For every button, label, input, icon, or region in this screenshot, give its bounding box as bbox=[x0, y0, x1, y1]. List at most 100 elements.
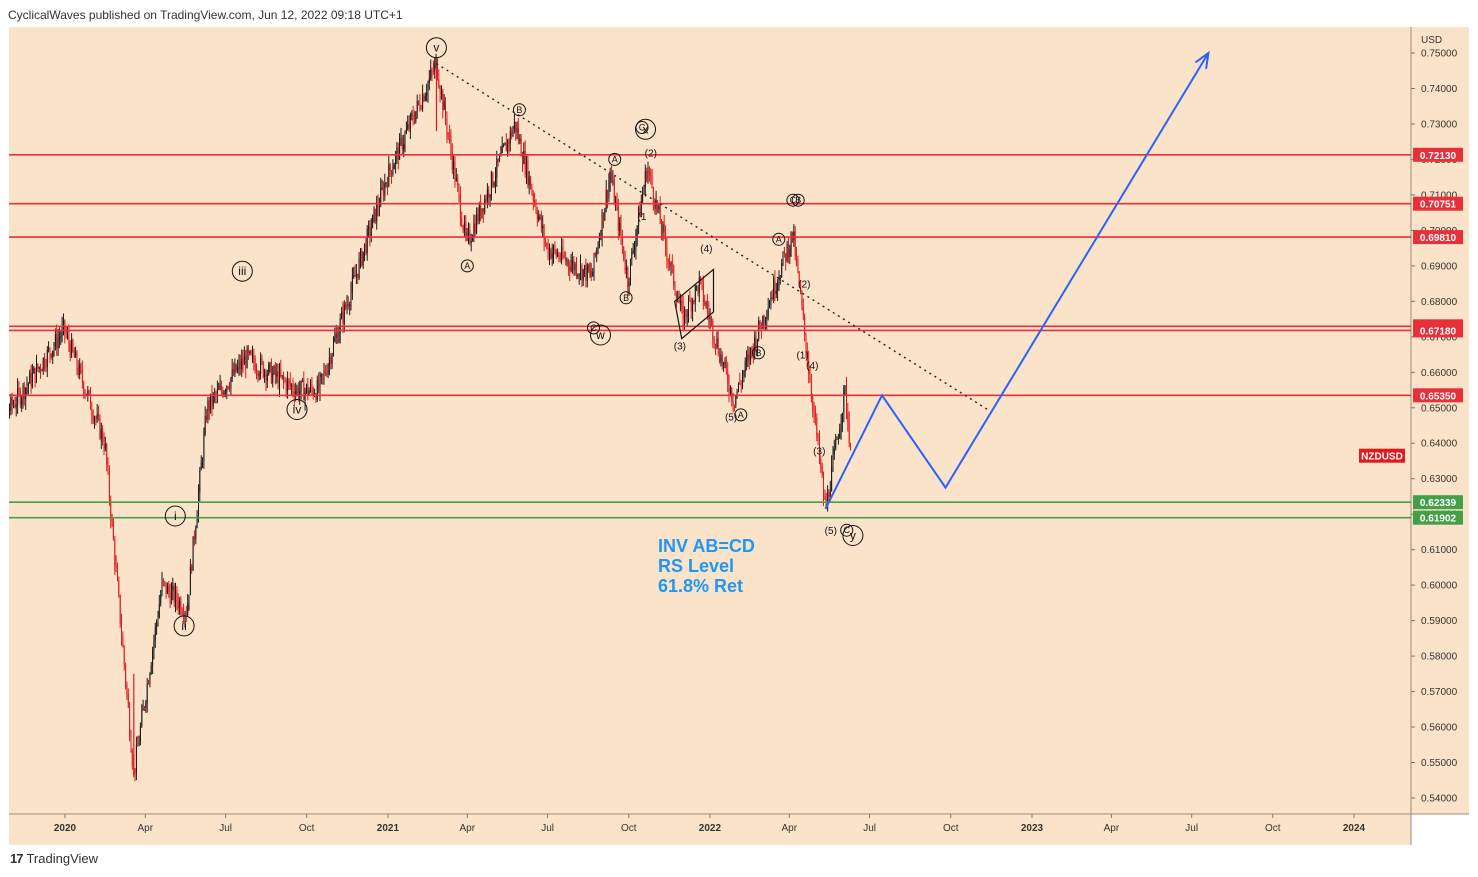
price-level-label: 0.65350 bbox=[1420, 391, 1457, 402]
candle-body bbox=[127, 693, 129, 707]
candle-body bbox=[141, 710, 143, 727]
candle-body bbox=[211, 393, 213, 406]
candle-body bbox=[195, 528, 197, 540]
candle-body bbox=[233, 369, 235, 375]
candle-body bbox=[493, 183, 495, 186]
candle-body bbox=[416, 100, 418, 112]
candle-body bbox=[847, 413, 849, 422]
candle-body bbox=[153, 640, 155, 651]
candle-body bbox=[129, 707, 131, 737]
candle-body bbox=[370, 228, 372, 237]
candle-body bbox=[46, 349, 48, 368]
candle-body bbox=[832, 454, 834, 466]
candle-body bbox=[342, 311, 344, 324]
candle-body bbox=[608, 181, 610, 199]
wave-circle bbox=[635, 118, 656, 140]
candle-body bbox=[752, 348, 754, 355]
candle-body bbox=[820, 459, 822, 468]
candle-body bbox=[241, 359, 243, 370]
candle-body bbox=[295, 391, 297, 397]
candle-body bbox=[631, 251, 633, 259]
candle-body bbox=[790, 231, 792, 249]
wave-circle bbox=[635, 121, 649, 134]
candle-body bbox=[119, 595, 121, 625]
wave-label: C bbox=[639, 123, 646, 133]
candle-body bbox=[581, 265, 583, 281]
candle-body bbox=[56, 334, 58, 349]
price-level-label: 0.69810 bbox=[1420, 233, 1457, 244]
candle-body bbox=[229, 388, 230, 390]
candle-body bbox=[260, 358, 262, 375]
candle-body bbox=[357, 273, 359, 278]
candle-body bbox=[435, 58, 437, 64]
candle-body bbox=[632, 251, 634, 253]
candle-body bbox=[58, 337, 60, 339]
candle-body bbox=[245, 356, 247, 368]
candle-body bbox=[485, 198, 487, 202]
candle-body bbox=[13, 404, 14, 406]
candle-body bbox=[573, 260, 575, 270]
wave-label: B bbox=[755, 348, 761, 358]
candle-body bbox=[700, 277, 702, 280]
candle-body bbox=[358, 258, 360, 278]
candle-body bbox=[766, 317, 768, 320]
candle-body bbox=[744, 361, 746, 372]
candle-body bbox=[841, 412, 843, 424]
candle-body bbox=[427, 82, 429, 93]
wave-circle bbox=[590, 324, 611, 346]
candle-body bbox=[243, 356, 245, 365]
candle-body bbox=[50, 353, 52, 358]
candle-body bbox=[644, 171, 646, 187]
candle-body bbox=[554, 246, 556, 251]
candle-body bbox=[220, 385, 222, 391]
time-tick-label: Apr bbox=[138, 823, 154, 834]
candle-body bbox=[198, 491, 199, 516]
candle-body bbox=[621, 238, 623, 247]
price-tick-label: 0.67000 bbox=[1421, 332, 1458, 343]
candle-body bbox=[204, 415, 206, 434]
candle-body bbox=[96, 414, 98, 419]
candle-body bbox=[15, 404, 17, 408]
candle-body bbox=[212, 394, 214, 406]
candle-body bbox=[104, 444, 106, 449]
candle-body bbox=[223, 391, 225, 396]
candle-body bbox=[825, 499, 827, 508]
candle-body bbox=[666, 246, 668, 260]
candle-body bbox=[450, 137, 452, 152]
price-level-tag bbox=[1413, 196, 1463, 211]
annotation-line: RS Level bbox=[658, 556, 734, 576]
candle-body bbox=[775, 290, 777, 294]
time-axis-background[interactable] bbox=[9, 814, 1411, 845]
candle-body bbox=[397, 147, 399, 160]
candle-body bbox=[804, 315, 806, 334]
candle-body bbox=[36, 363, 37, 382]
candle-body bbox=[547, 245, 549, 257]
candle-body bbox=[496, 158, 498, 178]
candle-body bbox=[630, 259, 631, 283]
candle-body bbox=[711, 318, 712, 321]
candle-body bbox=[145, 702, 147, 708]
candle-body bbox=[623, 246, 625, 260]
price-level-label: 0.61902 bbox=[1420, 514, 1457, 525]
candle-body bbox=[399, 138, 401, 160]
plot-background[interactable] bbox=[9, 27, 1411, 814]
candle-body bbox=[203, 433, 205, 461]
candle-body bbox=[455, 177, 457, 181]
candle-body bbox=[661, 223, 662, 233]
candle-body bbox=[782, 251, 784, 264]
candle-body bbox=[45, 367, 47, 369]
candle-body bbox=[817, 435, 819, 439]
candle-body bbox=[713, 339, 715, 344]
candle-body bbox=[569, 266, 571, 271]
candle-body bbox=[91, 409, 93, 416]
candle-body bbox=[273, 366, 275, 373]
candle-body bbox=[508, 140, 510, 144]
candle-body bbox=[180, 600, 182, 613]
candle-body bbox=[463, 222, 465, 231]
candle-body bbox=[559, 258, 561, 260]
candle-body bbox=[592, 272, 594, 277]
candle-body bbox=[601, 212, 603, 237]
wave-label: ii bbox=[181, 619, 186, 633]
